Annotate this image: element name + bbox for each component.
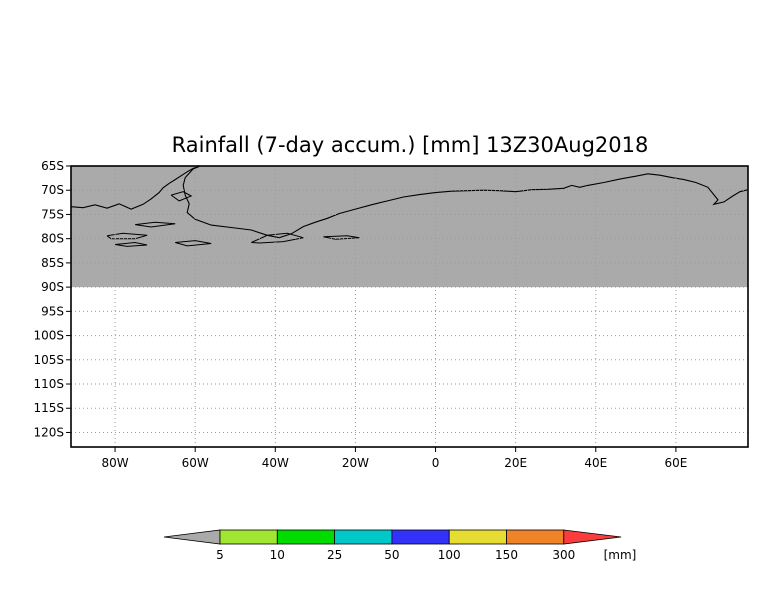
x-tick-label: 40W xyxy=(262,456,289,470)
legend-label: 100 xyxy=(438,548,461,562)
y-tick-label: 105S xyxy=(33,353,64,367)
x-tick-label: 60W xyxy=(182,456,209,470)
y-tick-label: 120S xyxy=(33,425,64,439)
y-tick-label: 90S xyxy=(41,280,64,294)
y-tick-label: 110S xyxy=(33,377,64,391)
y-tick-label: 80S xyxy=(41,232,64,246)
x-tick-label: 20E xyxy=(504,456,527,470)
y-tick-label: 95S xyxy=(41,304,64,318)
y-tick-label: 100S xyxy=(33,329,64,343)
legend-color-box xyxy=(448,529,507,545)
y-tick-label: 70S xyxy=(41,183,64,197)
y-tick-label: 65S xyxy=(41,159,64,173)
no-data-region xyxy=(71,166,748,288)
ice-shelf-outline-3 xyxy=(115,241,148,247)
antarctic-coastline xyxy=(70,165,749,239)
y-tick-label: 85S xyxy=(41,256,64,270)
ice-shelf-outline-5 xyxy=(251,232,304,244)
legend-unit: [mm] xyxy=(604,548,637,562)
plot-frame xyxy=(70,165,749,448)
x-tick-label: 80W xyxy=(101,456,128,470)
legend-label: 150 xyxy=(495,548,518,562)
legend-label: 300 xyxy=(552,548,575,562)
legend-color-box xyxy=(334,529,393,545)
ice-shelf-outline-1 xyxy=(106,232,148,240)
x-tick-label: 40E xyxy=(584,456,607,470)
legend-color-box xyxy=(391,529,450,545)
y-tick-label: 115S xyxy=(33,401,64,415)
legend-above-max-triangle xyxy=(563,529,622,545)
ice-shelf-outline-7 xyxy=(170,191,193,202)
y-tick-label: 75S xyxy=(41,207,64,221)
legend-label: 25 xyxy=(327,548,342,562)
ice-shelf-outline-4 xyxy=(175,240,212,247)
x-tick-label: 0 xyxy=(432,456,440,470)
legend-label: 5 xyxy=(216,548,224,562)
legend-label: 10 xyxy=(270,548,285,562)
ice-shelf-outline-2 xyxy=(135,221,176,228)
x-tick-label: 60E xyxy=(664,456,687,470)
legend-color-box xyxy=(219,529,278,545)
chart-title: Rainfall (7-day accum.) [mm] 13Z30Aug201… xyxy=(172,133,649,157)
legend-color-box xyxy=(276,529,335,545)
legend-below-min-triangle xyxy=(163,529,221,545)
legend-color-box xyxy=(506,529,565,545)
x-tick-label: 20W xyxy=(342,456,369,470)
legend-label: 50 xyxy=(384,548,399,562)
